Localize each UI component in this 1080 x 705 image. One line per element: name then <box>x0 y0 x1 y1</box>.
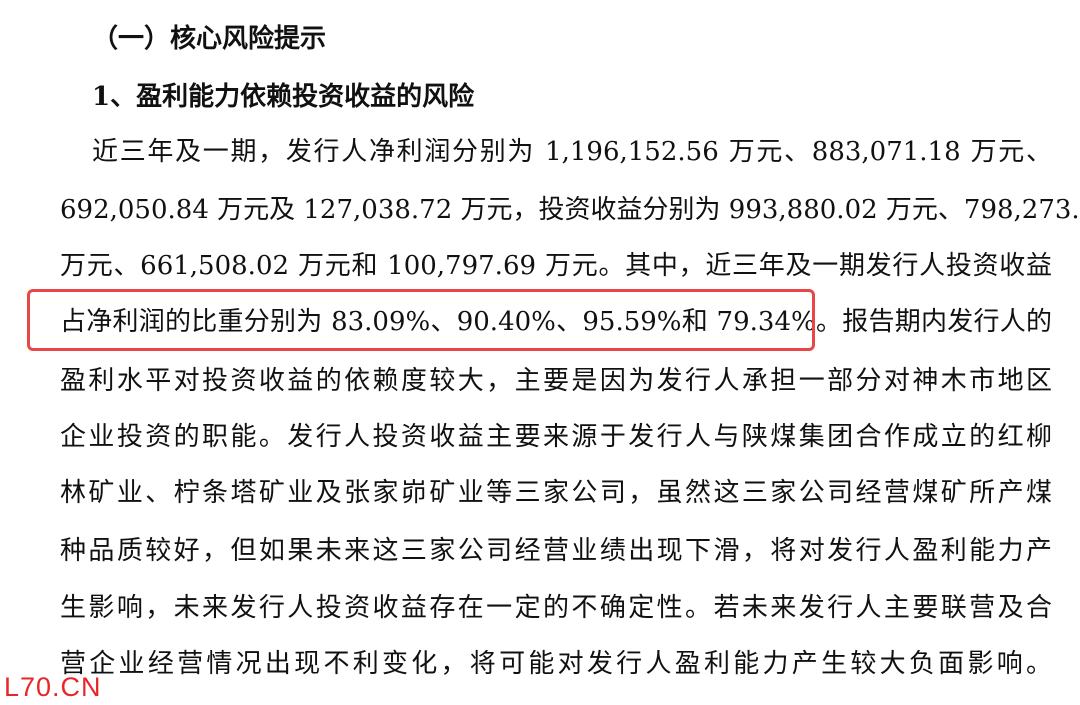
paragraph-line: 种品质较好，但如果未来这三家公司经营业绩出现下滑，将对发行人盈利能力产 <box>60 536 1052 566</box>
paragraph-line: 万元、661,508.02 万元和 100,797.69 万元。其中，近三年及一… <box>60 251 1052 281</box>
paragraph-line: 盈利水平对投资收益的依赖度较大，主要是因为发行人承担一部分对神木市地区 <box>60 366 1052 396</box>
paragraph-line: 企业投资的职能。发行人投资收益主要来源于发行人与陕煤集团合作成立的红柳 <box>60 422 1052 452</box>
paragraph-line: 近三年及一期，发行人净利润分别为 1,196,152.56 万元、883,071… <box>92 137 1052 167</box>
paragraph-line: 占净利润的比重分别为 83.09%、90.40%、95.59%和 79.34%。… <box>60 307 1052 337</box>
sub-heading: 1、盈利能力依赖投资收益的风险 <box>92 82 475 112</box>
paragraph-line: 林矿业、柠条塔矿业及张家峁矿业等三家公司，虽然这三家公司经营煤矿所产煤 <box>60 478 1052 508</box>
paragraph-line: 营企业经营情况出现不利变化，将可能对发行人盈利能力产生较大负面影响。 <box>60 649 1052 679</box>
highlight-box <box>27 289 815 351</box>
section-heading: （一）核心风险提示 <box>92 24 327 54</box>
watermark: L70.CN <box>4 672 102 702</box>
paragraph-line: 692,050.84 万元及 127,038.72 万元，投资收益分别为 993… <box>60 195 1080 225</box>
paragraph-line: 生影响，未来发行人投资收益存在一定的不确定性。若未来发行人主要联营及合 <box>60 593 1052 623</box>
